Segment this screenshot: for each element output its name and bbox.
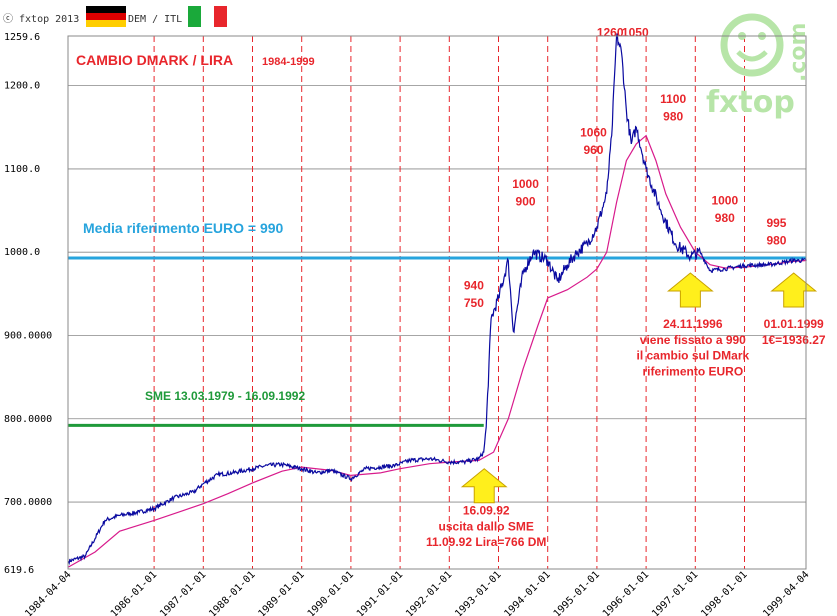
euro-reference-label: Media riferimento EURO = 990 xyxy=(83,220,284,236)
series-average-line xyxy=(68,134,807,568)
sme-label: SME 13.03.1979 - 16.09.1992 xyxy=(145,389,305,403)
smiley-mouth xyxy=(736,50,768,62)
y-tick-label: 619.6 xyxy=(4,565,34,576)
annotation-note-1999-l1: 01.01.1999 xyxy=(764,317,824,331)
annotation-a1000b-l2: 980 xyxy=(715,211,735,225)
fxtop-logo-watermark: fxtop .com xyxy=(706,13,811,120)
up-arrow-icon xyxy=(770,272,818,308)
annotation-note-1996-l4: riferimento EURO xyxy=(642,364,743,378)
x-tick-label: 1989-01-01 xyxy=(256,569,306,616)
annotation-a1000-l1: 1000 xyxy=(512,177,539,191)
annotation-a1100-l2: 980 xyxy=(663,110,683,124)
currency-pair-text: DEM / ITL xyxy=(128,14,182,25)
x-tick-label: 1999-04-04 xyxy=(761,569,811,616)
annotation-a995-l1: 995 xyxy=(766,216,786,230)
x-tick-label: 1994-01-01 xyxy=(502,569,552,616)
x-tick-label: 1993-01-01 xyxy=(453,569,503,616)
y-tick-label: 800.0000 xyxy=(4,414,52,425)
annotation-note-1996-l3: il cambio sul DMark xyxy=(636,349,749,363)
annotation-a1000b-l1: 1000 xyxy=(711,194,738,208)
x-tick-label: 1998-01-01 xyxy=(699,569,749,616)
x-axis-ticks: 1984-04-04 1986-01-011987-01-011988-01-01… xyxy=(23,569,811,616)
flag-italy-icon xyxy=(188,6,227,27)
y-tick-label: 1259.6 xyxy=(4,32,40,43)
annotation-peak-1050: 1050 xyxy=(622,25,649,39)
y-tick-label: 900.0000 xyxy=(4,330,52,341)
x-tick-label: 1991-01-01 xyxy=(355,569,405,616)
copyright-text: ⓒ fxtop 2013 xyxy=(3,13,79,25)
watermark-suffix: .com xyxy=(786,23,811,82)
annotation-note-1996-l2: viene fissato a 990 xyxy=(640,333,746,347)
x-tick-label: 1995-01-01 xyxy=(552,569,602,616)
series-price-line xyxy=(67,33,807,566)
arrows xyxy=(460,272,818,504)
annotation-note-1992-l2: uscita dallo SME xyxy=(439,519,534,533)
y-axis-ticks: 1259.6 1200.0 1100.0 1000.0 900.0000 800.0000… xyxy=(4,32,52,576)
annotation-a940-l1: 940 xyxy=(464,279,484,293)
up-arrow-icon xyxy=(666,272,714,308)
y-tick-label: 1000.0 xyxy=(4,247,40,258)
grid xyxy=(68,35,806,570)
x-tick-label: 1996-01-01 xyxy=(601,569,651,616)
x-tick-label: 1984-04-04 xyxy=(23,569,73,616)
x-tick-label: 1986-01-01 xyxy=(109,569,159,616)
chart-subtitle: 1984-1999 xyxy=(262,56,315,68)
y-tick-label: 1200.0 xyxy=(4,81,40,92)
x-tick-label: 1992-01-01 xyxy=(404,569,454,616)
y-tick-label: 700.0000 xyxy=(4,497,52,508)
smiley-icon xyxy=(720,13,784,77)
annotation-a940-l2: 750 xyxy=(464,296,484,310)
annotation-a1060-l1: 1060 xyxy=(580,125,607,139)
annotation-a1100-l1: 1100 xyxy=(660,92,686,106)
x-tick-label: 1997-01-01 xyxy=(650,569,700,616)
plot-frame xyxy=(67,35,807,570)
x-tick-label: 1990-01-01 xyxy=(306,569,356,616)
annotation-peak-1260: 1260 xyxy=(597,25,624,39)
annotation-note-1992-l3: 11.09.92 Lira=766 DM xyxy=(426,535,546,549)
up-arrow-icon xyxy=(460,468,508,504)
x-tick-label: 1988-01-01 xyxy=(207,569,257,616)
annotation-note-1996-l1: 24.11.1996 xyxy=(663,317,723,331)
annotation-a995-l2: 980 xyxy=(766,234,786,248)
annotation-a1000-l2: 900 xyxy=(516,195,536,209)
annotation-note-1999-l2: 1€=1936.27 xyxy=(762,333,826,347)
x-tick-label: 1987-01-01 xyxy=(158,569,208,616)
y-tick-label: 1100.0 xyxy=(4,164,40,175)
annotation-note-1992-l1: 16.09.92 xyxy=(463,504,510,518)
flag-germany-icon xyxy=(86,6,126,27)
chart-title: CAMBIO DMARK / LIRA xyxy=(76,52,233,68)
watermark-brand: fxtop xyxy=(706,85,795,120)
annotation-a1060-l2: 960 xyxy=(583,143,603,157)
